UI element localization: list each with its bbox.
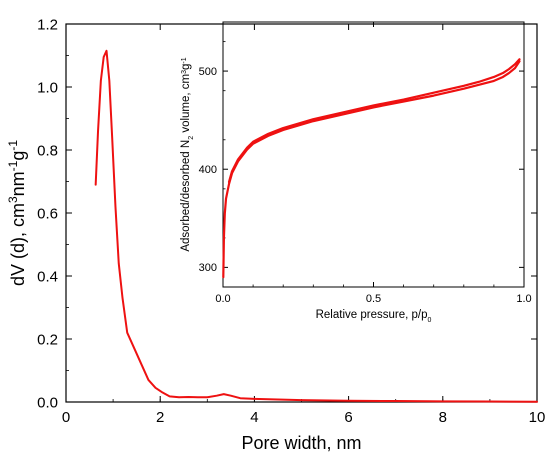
inset-series-line-desorption: [227, 58, 521, 184]
main-ytick-label: 0.4: [37, 268, 58, 285]
main-frame: [65, 23, 538, 403]
inset-series-line-adsorption: [222, 60, 521, 279]
inset-xtick-label: 0.5: [366, 293, 381, 305]
inset-chart: 0.0 0.5 1.0 300 400 500 Relative pressure, p/p…: [180, 21, 532, 324]
main-ytick-label: 0.0: [37, 394, 58, 411]
main-xtick-label: 2: [156, 409, 164, 426]
main-x-axis-label: Pore width, nm: [241, 433, 361, 453]
main-chart: 0 2 4 6 8 10 0.0 0.2 0.4 0.6 0.8 1.0 1.2 Pore width, …: [6, 16, 545, 453]
inset-ytick-label: 300: [199, 262, 217, 274]
inset-ytick-label: 500: [199, 66, 217, 78]
inset-frame: [222, 21, 525, 288]
inset-x-axis-label: Relative pressure, p/p0: [316, 309, 432, 324]
main-ytick-label: 0.2: [37, 331, 58, 348]
inset-xtick-label: 0.0: [215, 293, 230, 305]
inset-ytick-label: 400: [199, 164, 217, 176]
main-ytick-label: 0.8: [37, 142, 58, 159]
main-xtick-label: 8: [439, 409, 447, 426]
main-ytick-label: 1.0: [37, 79, 58, 96]
main-xtick-label: 4: [250, 409, 258, 426]
main-y-axis-label: dV (d), cm3nm-1g-1: [6, 140, 28, 286]
main-xtick-label: 0: [62, 409, 70, 426]
main-series-line-0: [94, 49, 538, 403]
inset-y-axis-label: Adsorbed/desorbed N2 volume, cm3g-1: [180, 57, 195, 251]
main-xtick-label: 6: [344, 409, 352, 426]
main-ytick-label: 1.2: [37, 16, 58, 33]
inset-xtick-label: 1.0: [516, 293, 531, 305]
main-ytick-label: 0.6: [37, 205, 58, 222]
main-xtick-label: 10: [529, 409, 546, 426]
